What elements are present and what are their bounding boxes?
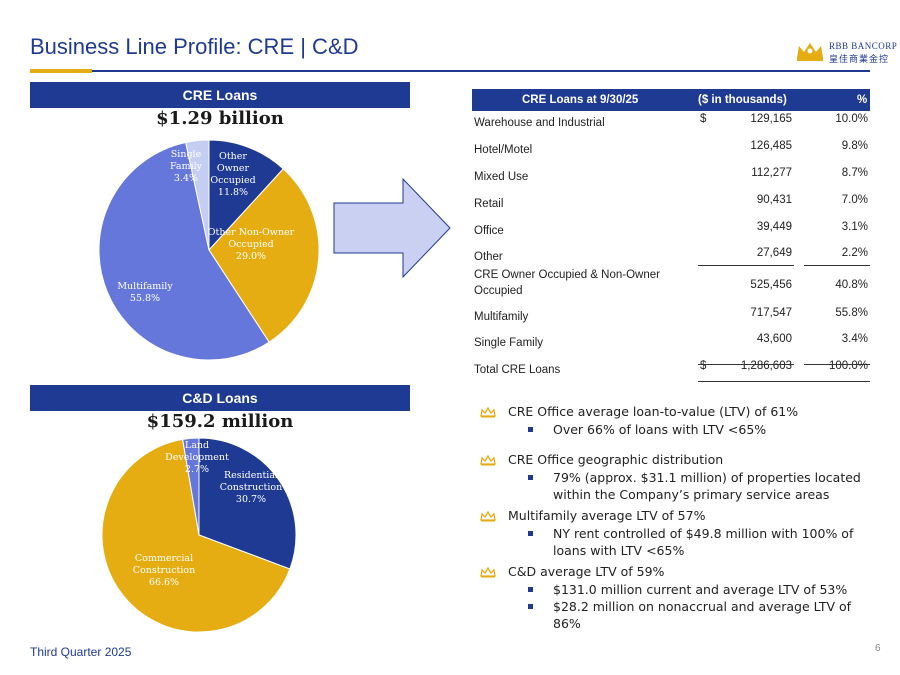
row-percent: 3.4% (841, 333, 868, 345)
row-percent: 10.0% (835, 113, 868, 125)
bullet-main-text: Multifamily average LTV of 57% (508, 508, 706, 523)
row-value: 717,547 (750, 307, 792, 319)
cd-pie-slice-2 (182, 437, 200, 536)
header-percent: % (857, 94, 868, 106)
page-title: Business Line Profile: CRE | C&D (30, 34, 359, 59)
row-label: Multifamily (474, 311, 529, 323)
footer-quarter: Third Quarter 2025 (30, 645, 132, 659)
company-logo: RBB BANCORP 皇佳商業金控 (795, 40, 897, 66)
bullet-sub-text: $131.0 million current and average LTV o… (553, 582, 848, 597)
row-percent: 100.0% (828, 360, 868, 372)
table-rule-total (698, 381, 870, 382)
crown-bullet-icon (480, 566, 496, 581)
row-value: 39,449 (756, 221, 792, 233)
right-arrow-icon (333, 178, 451, 278)
row-label: Total CRE Loans (474, 364, 561, 376)
cd-pie-slice-label-0: Residential Construction 30.7% (220, 470, 282, 505)
header-amount: ($ in thousands) (698, 94, 787, 106)
row-label: Warehouse and Industrial (474, 117, 605, 129)
row-value: 525,456 (750, 279, 792, 291)
crown-icon (797, 43, 823, 61)
cre-pie-slice-label-2: Multifamily 55.8% (117, 281, 173, 304)
logo-name: RBB BANCORP (829, 41, 898, 51)
cre-pie-chart: Other Owner Occupied 11.8% Other Non-Owner Oc… (98, 139, 320, 361)
row-percent: 9.8% (841, 140, 868, 152)
square-bullet-icon (528, 587, 533, 592)
cd-loans-bar: C&D Loans (30, 385, 410, 411)
bullet-main-text: CRE Office geographic distribution (508, 452, 724, 467)
cre-pie-slice-0 (208, 139, 284, 252)
bullet-sub-text: NY rent controlled of $49.8 million with… (553, 526, 854, 558)
row-dollar-sign: $ (700, 360, 707, 372)
row-label: Retail (474, 198, 504, 210)
cre-pie-slice-label-3: Single Family 3.4% (170, 149, 203, 184)
cre-pie-slice-1 (208, 168, 320, 343)
row-value: 129,165 (750, 113, 792, 125)
row-percent: 8.7% (841, 167, 868, 179)
bullet-main-text: C&D average LTV of 59% (508, 564, 665, 579)
cd-pie-slice-1 (101, 438, 291, 633)
crown-bullet-icon (480, 406, 496, 421)
cre-pie-slice-label-0: Other Owner Occupied 11.8% (210, 151, 255, 198)
row-value: 90,431 (756, 194, 792, 206)
cd-pie-chart: Residential Construction 30.7% Commercial Co… (101, 437, 297, 633)
cd-pie-slice-0 (198, 437, 297, 570)
row-percent: 40.8% (835, 279, 868, 291)
row-value: 43,600 (756, 333, 792, 345)
bullet-main-text: CRE Office average loan-to-value (LTV) o… (508, 404, 799, 419)
cre-pie-slice-3 (185, 139, 210, 251)
row-dollar-sign: $ (700, 113, 707, 125)
page-number: 6 (875, 643, 881, 654)
title-underline (30, 70, 870, 72)
square-bullet-icon (528, 427, 533, 432)
title-accent-bar (30, 69, 92, 73)
table-rule-amount (698, 265, 794, 266)
bullet-sub-text: 79% (approx. $31.1 million) of propertie… (553, 470, 861, 502)
table-header: CRE Loans at 9/30/25 ($ in thousands) % (472, 89, 870, 111)
row-value: 112,277 (751, 167, 792, 179)
cre-loans-bar: CRE Loans (30, 82, 410, 108)
cd-pie-slice-label-2: Land Development 2.7% (165, 440, 229, 475)
header-category: CRE Loans at 9/30/25 (522, 94, 639, 106)
cre-pie-slice-label-1: Other Non-Owner Occupied 29.0% (208, 227, 295, 262)
row-value: 1,286,603 (740, 360, 792, 372)
table-rule-percent (804, 265, 870, 266)
bullet-sub-text: $28.2 million on nonaccrual and average … (553, 599, 852, 631)
row-value: 27,649 (756, 247, 792, 259)
row-percent: 55.8% (835, 307, 868, 319)
row-label: Other (474, 251, 503, 263)
square-bullet-icon (528, 475, 533, 480)
row-percent: 2.2% (841, 247, 868, 259)
row-label: Mixed Use (474, 171, 529, 183)
row-label: CRE Owner Occupied & Non-Owner (474, 269, 660, 281)
square-bullet-icon (528, 604, 533, 609)
row-value: 126,485 (750, 140, 792, 152)
bullet-sub-text: Over 66% of loans with LTV <65% (553, 422, 767, 437)
row-percent: 7.0% (841, 194, 868, 206)
cre-amount: $1.29 billion (156, 108, 284, 129)
row-percent: 3.1% (841, 221, 868, 233)
row-label: Hotel/Motel (474, 144, 533, 156)
table-rule-percent (804, 364, 870, 365)
row-label-line2: Occupied (474, 285, 523, 297)
square-bullet-icon (528, 531, 533, 536)
cd-amount: $159.2 million (146, 411, 294, 432)
row-label: Single Family (474, 337, 544, 349)
cd-pie-slice-label-1: Commercial Construction 66.6% (133, 553, 195, 588)
table-rule-amount (698, 364, 794, 365)
logo-subtitle: 皇佳商業金控 (829, 54, 890, 64)
cre-loans-table: CRE Loans at 9/30/25 ($ in thousands) % … (472, 89, 870, 382)
crown-bullet-icon (480, 510, 496, 525)
row-label: Office (474, 225, 504, 237)
crown-bullet-icon (480, 454, 496, 469)
cre-pie-slice-2 (98, 141, 270, 361)
